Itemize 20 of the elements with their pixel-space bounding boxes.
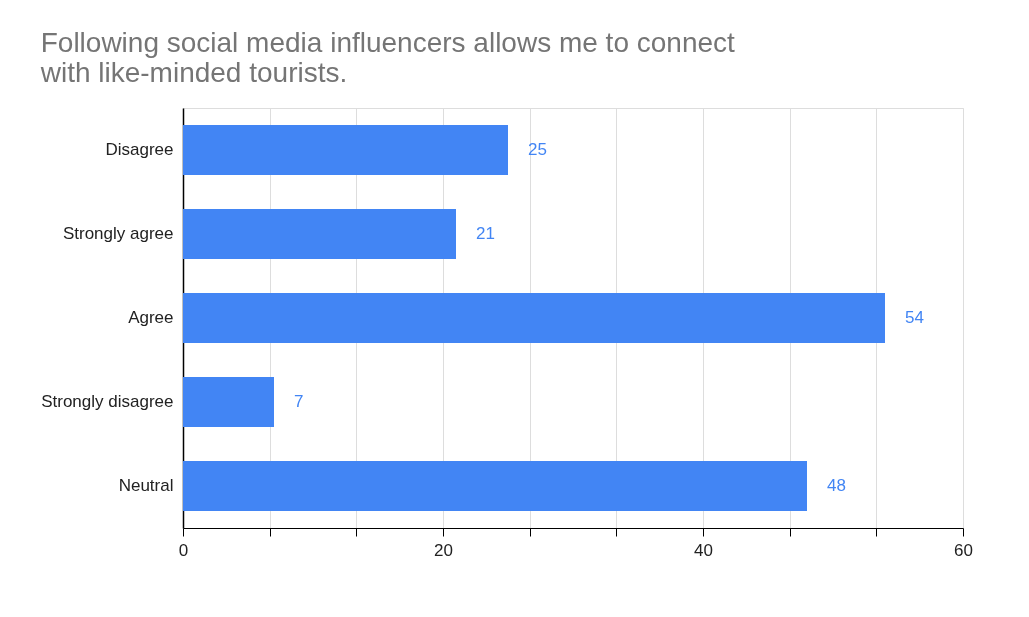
data-label: 48 bbox=[827, 476, 846, 495]
data-label: 54 bbox=[905, 308, 924, 327]
bar bbox=[183, 125, 508, 175]
bar bbox=[183, 293, 885, 343]
x-tick-label: 40 bbox=[694, 540, 713, 560]
data-label: 21 bbox=[476, 224, 495, 243]
bar bbox=[183, 461, 807, 511]
y-tick-label: Agree bbox=[128, 308, 174, 327]
chart-title: Following social media influencers allows me to connect with like-minded tourists. bbox=[39, 27, 736, 88]
y-tick-label: Strongly agree bbox=[62, 224, 174, 243]
bar bbox=[183, 377, 274, 427]
x-tick-label: 0 bbox=[178, 540, 189, 560]
y-tick-label: Strongly disagree bbox=[41, 392, 174, 411]
x-tick-label: 60 bbox=[954, 540, 973, 560]
bar bbox=[183, 209, 456, 259]
data-label: 25 bbox=[528, 140, 547, 159]
data-label: 7 bbox=[294, 392, 304, 411]
y-tick-label: Disagree bbox=[105, 140, 174, 159]
y-tick-label: Neutral bbox=[118, 476, 174, 495]
x-tick-label: 20 bbox=[434, 540, 453, 560]
